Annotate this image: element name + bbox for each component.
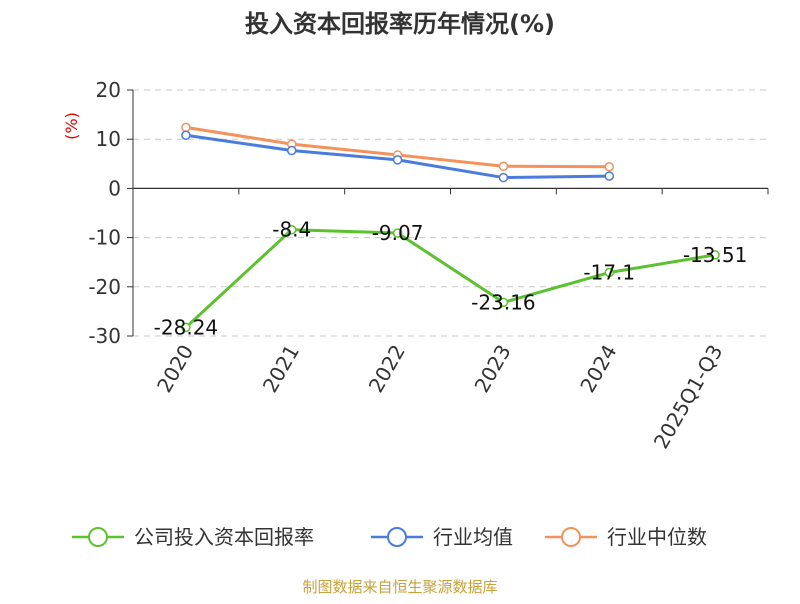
- y-tick-label: -10: [88, 226, 121, 250]
- data-point[interactable]: [604, 162, 614, 172]
- x-tick-label: 2020: [152, 341, 198, 397]
- legend-item[interactable]: 行业中位数: [545, 525, 707, 549]
- data-point[interactable]: [181, 322, 191, 333]
- series: [181, 122, 720, 333]
- y-tick-label: 20: [96, 78, 121, 102]
- y-axis-unit: (%): [62, 112, 81, 140]
- legend-item[interactable]: 行业均值: [371, 525, 513, 549]
- data-point[interactable]: [604, 267, 614, 278]
- legend-marker: [387, 527, 407, 547]
- legend-label: 公司投入资本回报率: [134, 525, 314, 549]
- legend-label: 行业中位数: [607, 525, 707, 549]
- y-tick-label: 10: [96, 127, 121, 151]
- data-point[interactable]: [498, 172, 509, 183]
- legend-marker: [561, 527, 581, 547]
- x-tick-label: 2023: [470, 340, 516, 396]
- legend-label: 行业均值: [433, 525, 513, 549]
- data-point[interactable]: [181, 122, 191, 133]
- y-tick-label: 0: [108, 176, 121, 200]
- legend[interactable]: 公司投入资本回报率 行业均值 行业中位数: [72, 525, 707, 549]
- legend-item[interactable]: 公司投入资本回报率: [72, 525, 314, 549]
- data-point[interactable]: [498, 297, 509, 308]
- x-tick-label: 2022: [364, 341, 410, 397]
- x-tick-label: 2021: [258, 341, 304, 397]
- data-point[interactable]: [498, 161, 509, 172]
- series-line: [184, 228, 716, 329]
- gridlines: [133, 89, 768, 337]
- y-tick-label: -30: [88, 324, 121, 348]
- data-point[interactable]: [287, 224, 297, 235]
- data-point[interactable]: [710, 250, 720, 260]
- data-point[interactable]: [392, 155, 403, 165]
- x-tick-label: 2025Q1-Q3: [649, 341, 728, 453]
- data-point[interactable]: [287, 145, 297, 156]
- data-label: -17.1: [583, 261, 635, 285]
- x-tick-label: 2024: [575, 341, 621, 397]
- data-label: -8.4: [272, 218, 311, 242]
- data-label: -9.07: [372, 221, 424, 245]
- legend-marker: [88, 527, 108, 547]
- data-labels: -28.24 -8.4 -9.07 -23.16 -17.1 -13.51: [154, 218, 748, 340]
- y-tick-label: -20: [88, 275, 121, 299]
- data-label: -28.24: [154, 315, 218, 339]
- data-point[interactable]: [604, 171, 614, 181]
- data-label: -13.51: [683, 243, 747, 267]
- data-label: -23.16: [471, 290, 535, 314]
- source-note: 制图数据来自恒生聚源数据库: [302, 578, 497, 596]
- chart-title: 投入资本回报率历年情况(%): [245, 10, 555, 38]
- data-point[interactable]: [392, 228, 403, 238]
- data-point[interactable]: [181, 130, 191, 141]
